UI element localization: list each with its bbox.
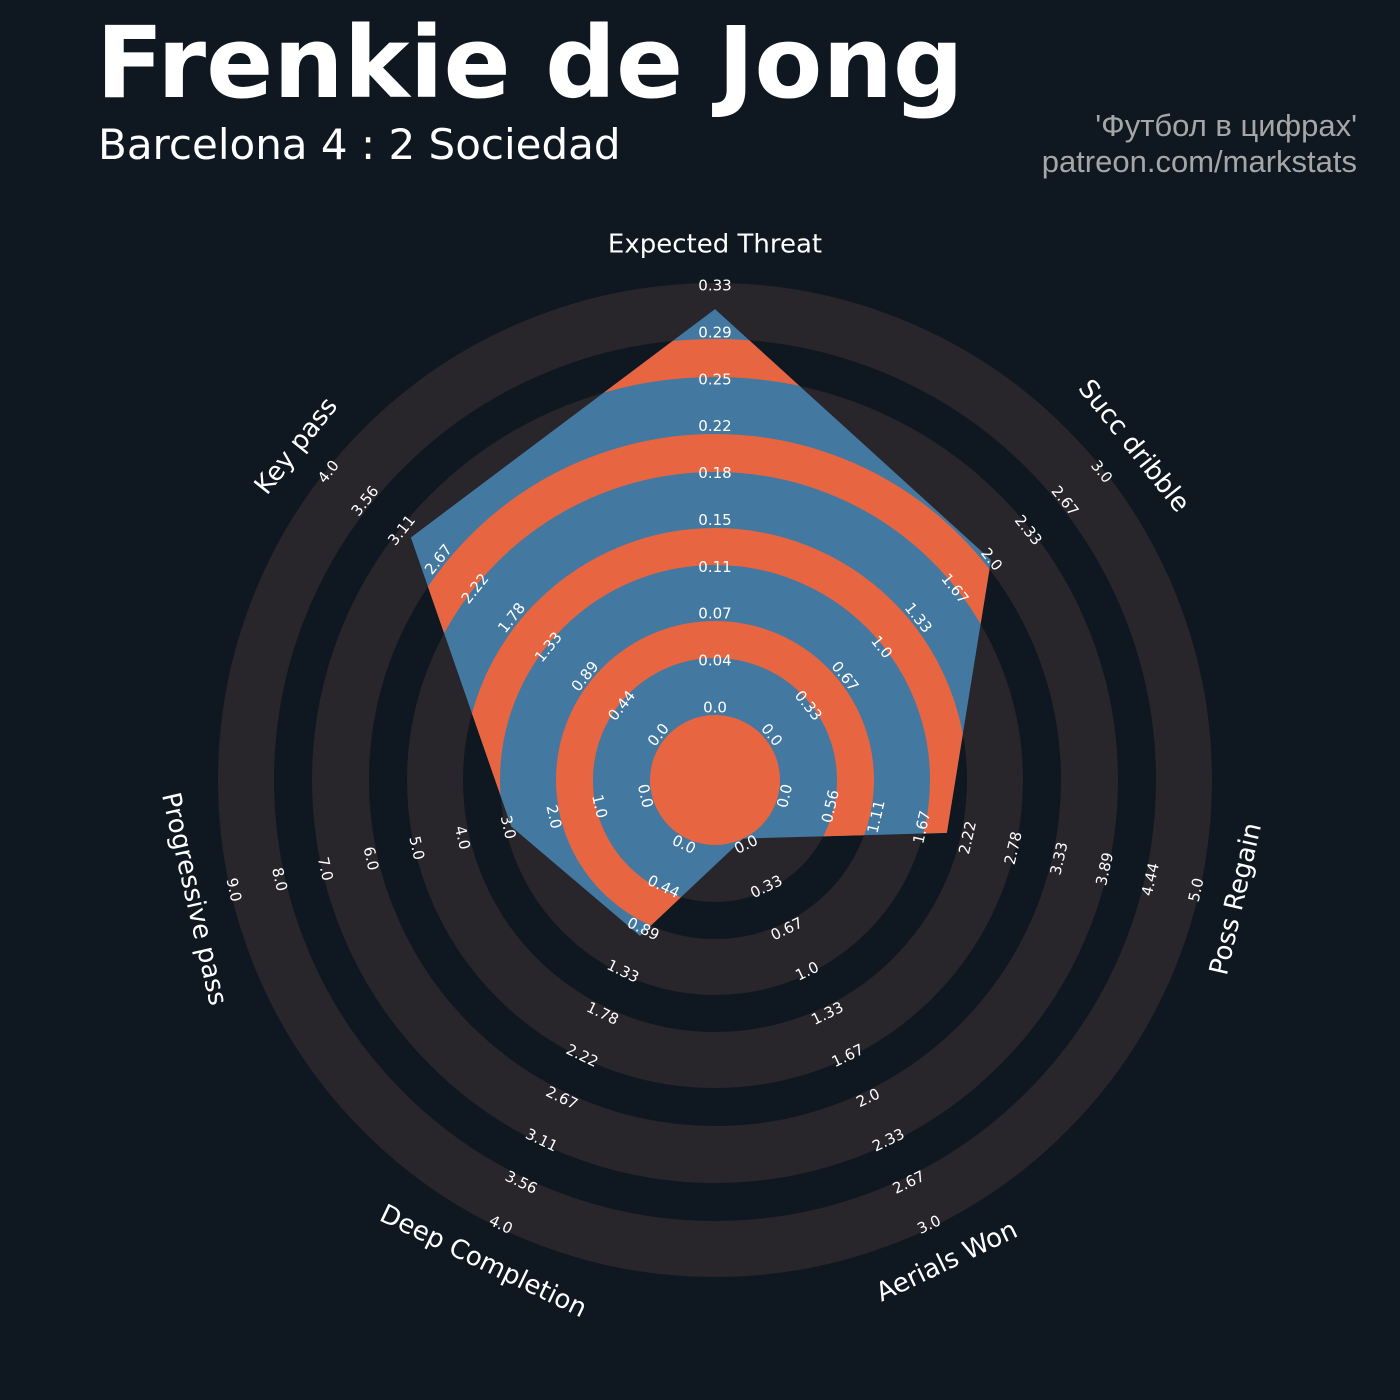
tick-label: 9.0 <box>222 876 245 903</box>
tick-label: 5.0 <box>1185 876 1208 903</box>
tick-label: 0.25 <box>698 370 731 388</box>
tick-label: 4.0 <box>451 824 474 851</box>
tick-label: 5.0 <box>405 834 428 861</box>
param-label: Poss Regain <box>1204 820 1268 978</box>
credit-source: 'Футбол в цифрах' <box>1095 108 1357 143</box>
tick-label: 8.0 <box>268 866 291 893</box>
tick-label: 3.0 <box>497 814 520 841</box>
match-subtitle: Barcelona 4 : 2 Sociedad <box>98 120 621 169</box>
tick-label: 2.0 <box>542 803 565 830</box>
tick-label: 0.11 <box>698 558 731 576</box>
tick-label: 0.07 <box>698 605 731 623</box>
tick-label: 0.29 <box>698 323 731 341</box>
polygon-alt-ring <box>410 339 991 936</box>
tick-label: 0.15 <box>698 511 731 529</box>
center-circle <box>650 715 780 845</box>
credit-url: patreon.com/markstats <box>1041 144 1357 179</box>
tick-label: 0.0 <box>773 782 796 809</box>
tick-label: 0.0 <box>634 782 657 809</box>
tick-label: 6.0 <box>360 845 383 872</box>
tick-label: 0.22 <box>698 417 731 435</box>
tick-label: 0.0 <box>703 699 727 717</box>
tick-label: 0.33 <box>698 277 731 295</box>
param-label: Expected Threat <box>608 230 822 260</box>
tick-label: 0.18 <box>698 464 731 482</box>
tick-label: 7.0 <box>314 855 337 882</box>
polygon-alt-ring <box>410 434 991 936</box>
tick-label: 0.04 <box>698 652 731 670</box>
player-name-title: Frenkie de Jong <box>96 6 964 121</box>
tick-label: 1.0 <box>588 793 611 820</box>
